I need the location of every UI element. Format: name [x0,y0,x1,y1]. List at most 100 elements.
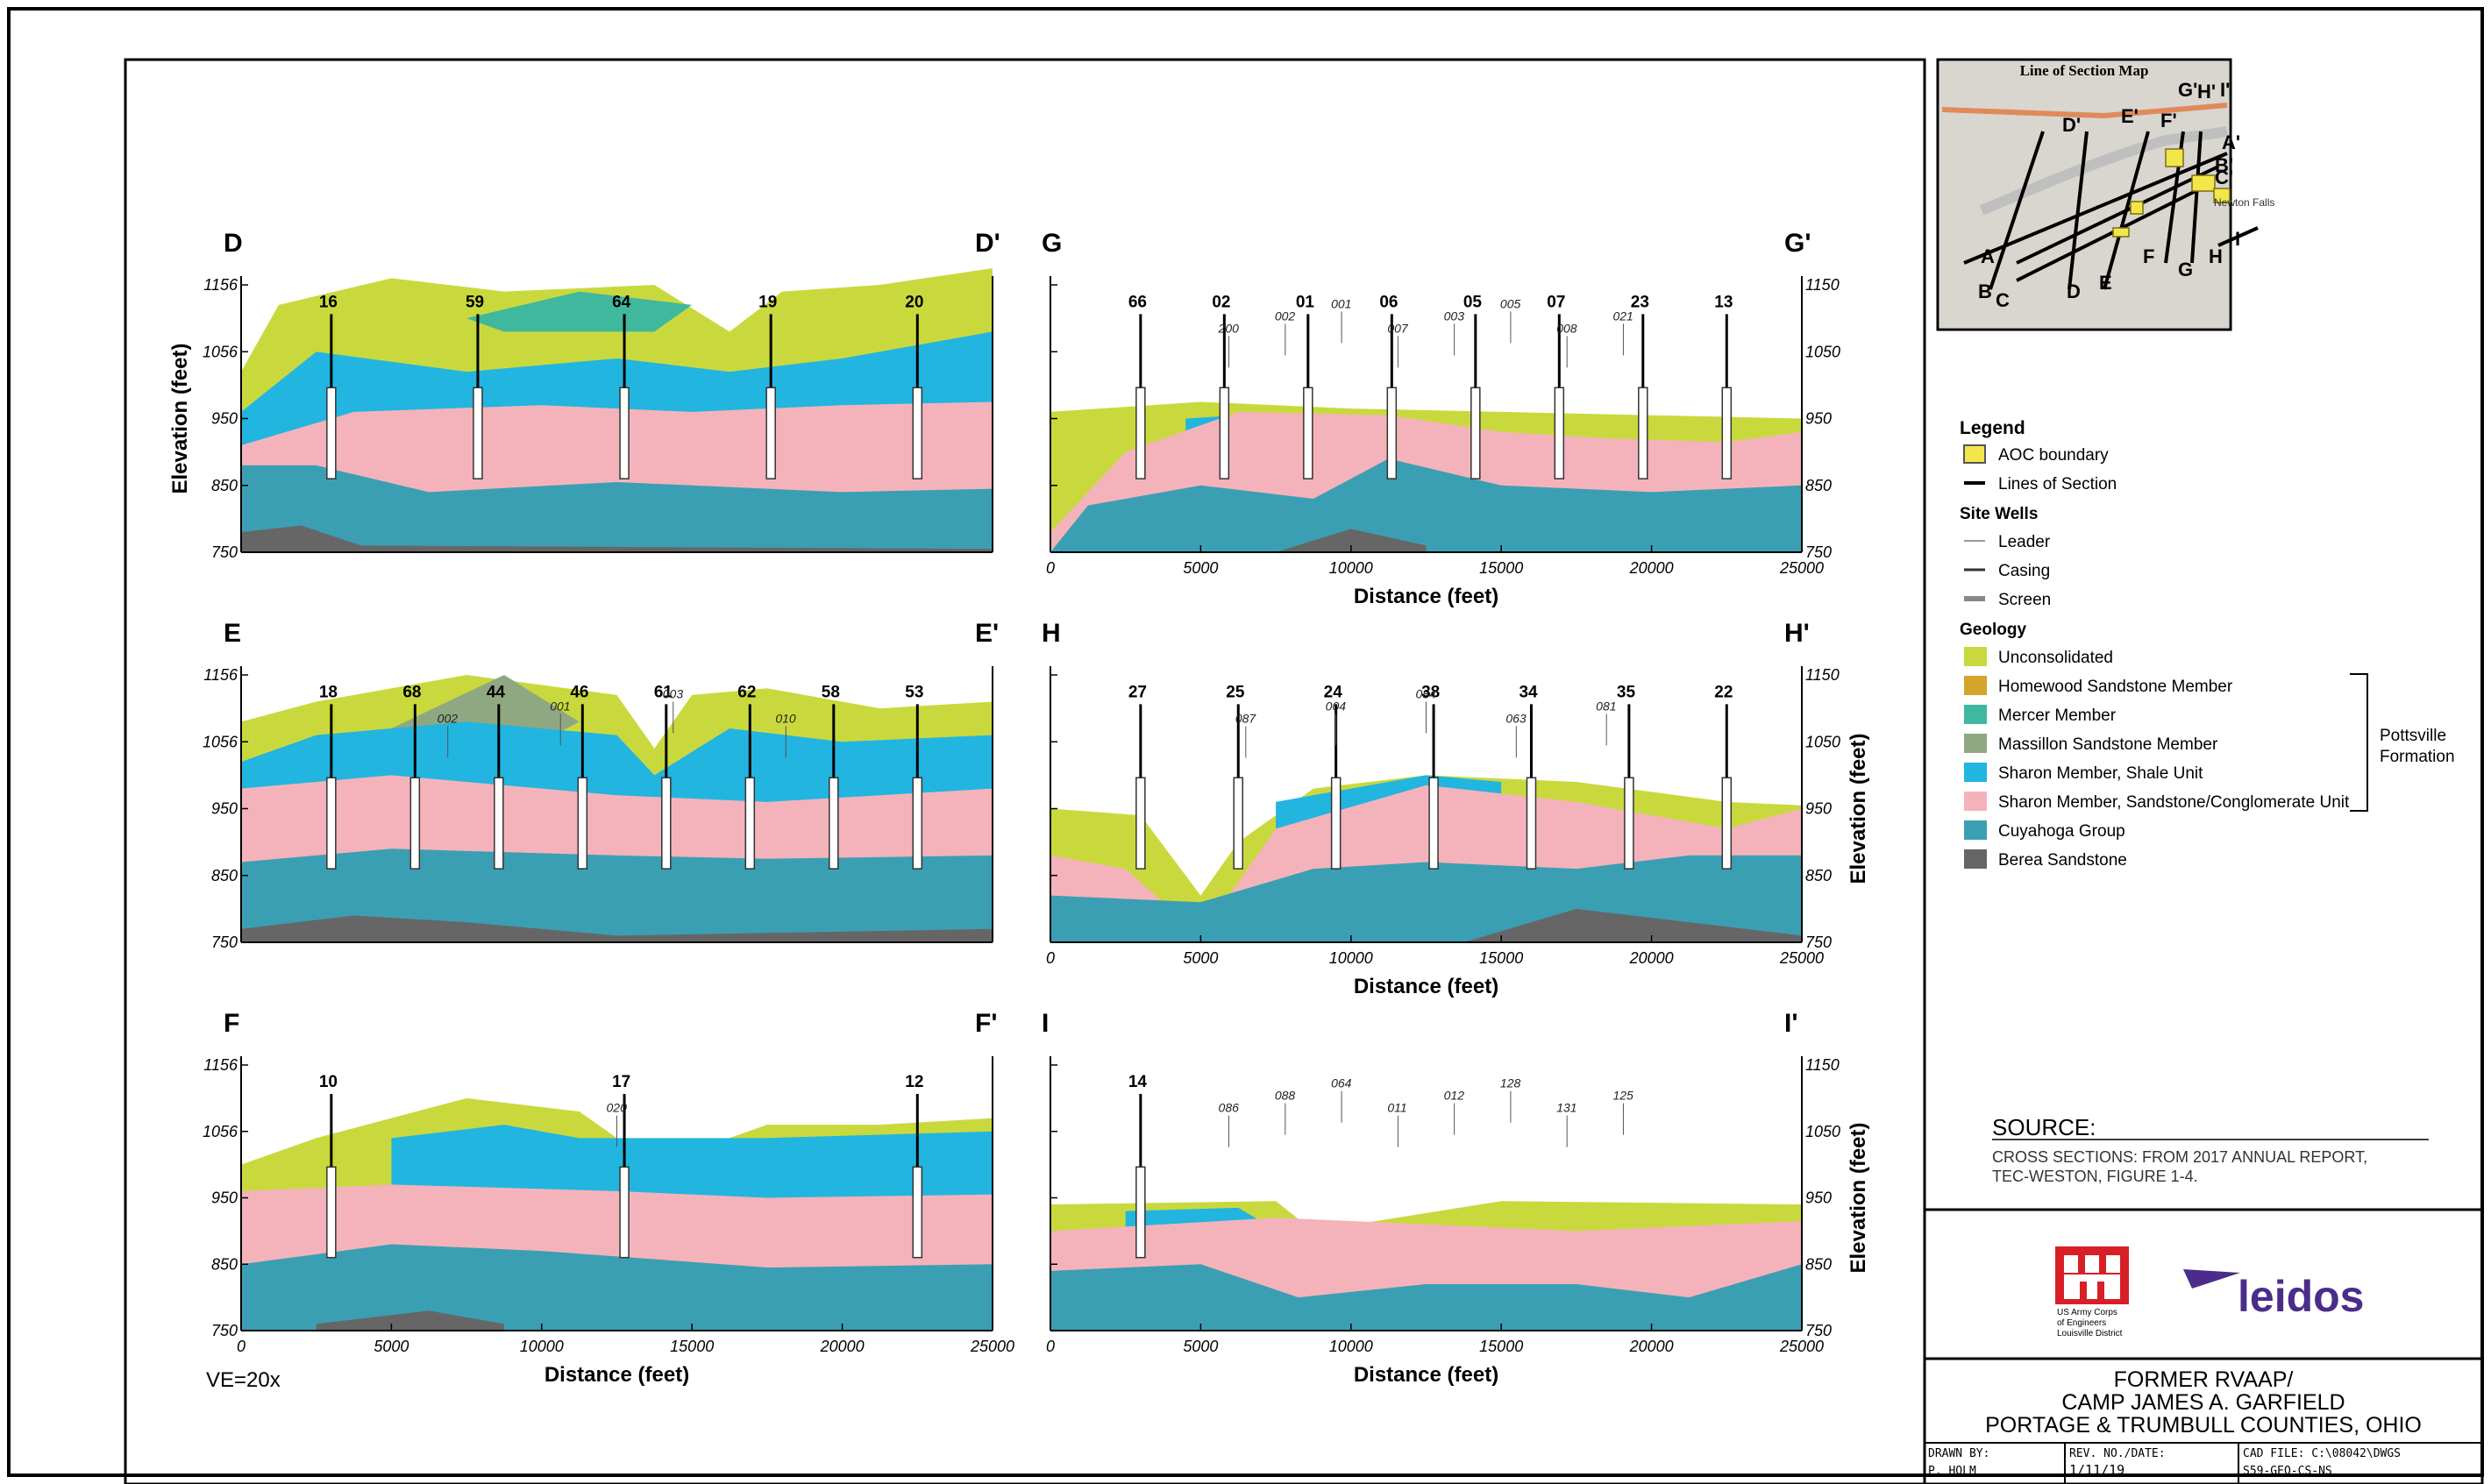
well-label-minor: 002 [438,711,459,725]
map-frame [1936,58,2232,331]
map-section-line [1963,152,2228,265]
project-line-1: FORMER RVAAP/ [2114,1367,2294,1392]
well-screen [744,777,756,870]
y-tick-label: 850 [211,867,238,884]
x-axis-title: Distance (feet) [1354,975,1498,998]
well-screen [1233,777,1243,870]
geology-label: Mercer Member [1998,706,2117,725]
y-tick-label: 1156 [203,666,238,684]
map-section-line [2016,165,2219,265]
map-basemap [1939,61,2229,328]
layer-cuyahoga [241,849,993,942]
leidos-wordmark: leidos [2238,1272,2364,1321]
y-tick-label: 750 [1805,543,1832,561]
map-section-line [2190,131,2203,264]
map-aoc-boundary [2112,227,2130,238]
well-screen [1135,387,1146,479]
usace-line-2: of Engineers [2057,1318,2106,1328]
map-section-letter: B' [2215,154,2233,176]
y-axis-title: Elevation (feet) [168,343,192,493]
well-screen [409,777,421,870]
well-label-minor: 086 [1219,1101,1240,1115]
well-label-minor: 087 [1235,711,1257,725]
section-panel-D: 1156 1056 950 850 750 Elevation (feet) D D' 16 59… [168,229,1000,561]
usace-line-3: Louisville District [2057,1329,2123,1338]
well-label-minor: 003 [663,686,684,700]
legend-well-label: Casing [1998,562,2050,580]
well-label-minor: 131 [1556,1101,1576,1115]
well-screen [1470,387,1481,479]
well-screen [912,1166,923,1259]
well-label: 06 [1379,293,1398,311]
y-axis-title: Elevation (feet) [1847,1122,1870,1273]
map-section-letter: G' [2178,79,2197,101]
well-label: 05 [1463,293,1483,311]
section-panel-I: 1150 1050 950 850 750 0 5000 10000 15000 20000 250… [1042,1009,1870,1387]
well-screen [326,777,337,870]
y-tick-label: 1150 [1805,276,1840,294]
project-line-3: PORTAGE & TRUMBULL COUNTIES, OHIO [1985,1413,2422,1438]
map-place-label: Newton Falls [2214,196,2274,209]
x-tick-label: 0 [1046,559,1055,577]
line-of-section-map: Line of Section Map AB C D E F GHI A'B'C' D' E' F'… [1939,61,2274,328]
well-label-minor: 008 [1556,321,1577,335]
section-label-end: I' [1784,1009,1797,1038]
legend-title: Legend [1960,418,2025,438]
well-screen [1721,777,1733,870]
x-axis-title: Distance (feet) [544,1363,689,1387]
section-label-start: F [224,1009,239,1038]
geology-swatch [1964,647,1987,666]
map-section-line [2103,131,2150,290]
x-tick-label: 15000 [1479,559,1523,577]
well-screen [1135,777,1146,870]
y-tick-label: 1150 [1805,666,1840,684]
layer-cuyahoga [1050,1264,1802,1331]
well-label-minor: 020 [607,1101,628,1115]
x-tick-label: 20000 [820,1338,865,1355]
well-screen [1219,387,1230,479]
well-screen [1638,387,1648,479]
layer-berea [241,525,993,552]
well-label-minor: 200 [1218,321,1240,335]
map-title: Line of Section Map [2020,62,2149,79]
y-tick-label: 850 [211,1255,238,1273]
x-tick-label: 25000 [970,1338,1014,1355]
x-tick-label: 20000 [1629,1338,1674,1355]
layer-berea [1276,529,1427,552]
y-axis-title: Elevation (feet) [1847,733,1870,884]
x-tick-label: 15000 [670,1338,714,1355]
geology-swatch [1964,763,1987,782]
map-section-letter: A [1981,245,1995,267]
well-label: 12 [905,1073,923,1091]
well-screen [326,387,337,479]
geology-label: Unconsolidated [1998,649,2113,667]
x-tick-label: 5000 [1183,949,1218,967]
map-section-line [2217,226,2259,247]
well-label-minor: 011 [1387,1101,1406,1115]
y-tick-label: 850 [211,477,238,494]
map-section-letter: I' [2220,79,2230,101]
layer-cuyahoga [1050,458,1802,552]
section-label-start: I [1042,1009,1049,1038]
section-label-end: F' [975,1009,997,1038]
well-label: 35 [1617,683,1636,701]
well-screen [912,777,923,870]
layer-cuyahoga [241,465,993,552]
y-tick-label: 750 [211,934,238,951]
x-axis-title: Distance (feet) [1354,1363,1498,1387]
geology-label: Sharon Member, Shale Unit [1998,764,2203,783]
layer-member-lens [466,291,693,332]
map-section-letter: E' [2121,105,2139,127]
y-tick-label: 950 [1805,410,1832,428]
source-title: SOURCE: [1992,1114,2096,1140]
well-label-minor: 088 [1275,1089,1296,1103]
well-label: 23 [1631,293,1649,311]
well-label: 27 [1128,683,1147,701]
well-label: 13 [1714,293,1733,311]
y-tick-label: 1050 [1805,343,1840,360]
well-label-minor: 007 [1387,321,1409,335]
well-screen [1526,777,1537,870]
map-section-letter: E [2099,272,2112,294]
well-screen [1554,387,1565,479]
